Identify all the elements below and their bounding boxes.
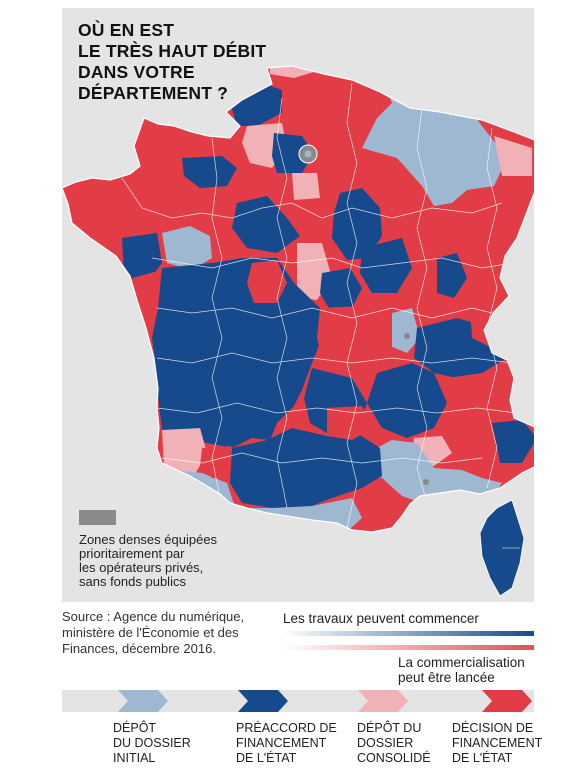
- step-1-line-1: DÉPÔT: [113, 721, 157, 735]
- step-3-line-1: DÉPÔT DU: [357, 721, 422, 735]
- title-line-2: LE TRÈS HAUT DÉBIT: [78, 41, 267, 61]
- step-4-line-1: DÉCISION DE: [452, 721, 534, 735]
- works-can-start-label: Les travaux peuvent commencer: [283, 611, 479, 626]
- sales-can-launch-label: La commercialisation peut être lancée: [398, 655, 525, 685]
- source-line-3: Finances, décembre 2016.: [62, 641, 216, 656]
- source-note: Source : Agence du numérique, ministère …: [62, 609, 262, 657]
- step-1-line-2: DU DOSSIER: [113, 736, 191, 750]
- dense-label-line-1: Zones denses équipées: [79, 532, 218, 547]
- step-1-line-3: INITIAL: [113, 751, 156, 765]
- step-3-line-2: DOSSIER: [357, 736, 414, 750]
- step-chevron-decision: [482, 690, 532, 712]
- map-panel: [62, 8, 534, 602]
- lyon-dense-zone: [404, 333, 410, 339]
- france-outline: [62, 65, 534, 533]
- sales-label-line-2: peut être lancée: [398, 670, 495, 685]
- marseille-dense-zone: [423, 479, 429, 485]
- step-3-line-3: CONSOLIDÉ: [357, 751, 431, 765]
- step-chevron-depot-consolide: [358, 690, 408, 712]
- step-2-line-1: PRÉACCORD DE: [236, 721, 337, 735]
- works-gradient-bar: [283, 631, 534, 636]
- dense-zones-label: Zones denses équipées prioritairement pa…: [79, 533, 249, 589]
- step-chevron-preaccord: [238, 690, 288, 712]
- title-line-4: DÉPARTEMENT ?: [78, 83, 229, 103]
- process-timeline: [62, 690, 534, 712]
- step-2-line-2: FINANCEMENT: [236, 736, 327, 750]
- dense-label-line-2: prioritairement par: [79, 546, 185, 561]
- dense-label-line-3: les opérateurs privés,: [79, 560, 204, 575]
- dense-label-line-4: sans fonds publics: [79, 574, 186, 589]
- departments: [62, 66, 534, 532]
- step-label-decision: DÉCISION DE FINANCEMENT DE L'ÉTAT: [452, 721, 542, 766]
- source-line-2: ministère de l'Économie et des: [62, 625, 239, 640]
- paris-dense-zone: [298, 144, 318, 164]
- step-4-line-2: FINANCEMENT: [452, 736, 543, 750]
- step-4-line-3: DE L'ÉTAT: [452, 751, 513, 765]
- step-label-depot-consolide: DÉPÔT DU DOSSIER CONSOLIDÉ: [357, 721, 431, 766]
- step-label-depot-initial: DÉPÔT DU DOSSIER INITIAL: [113, 721, 191, 766]
- title-line-1: OÙ EN EST: [78, 20, 175, 40]
- source-line-1: Source : Agence du numérique,: [62, 609, 245, 624]
- title-line-3: DANS VOTRE: [78, 62, 195, 82]
- dense-zones-swatch: [79, 510, 116, 525]
- sales-label-line-1: La commercialisation: [398, 655, 525, 670]
- department-borders: [121, 82, 518, 529]
- step-chevron-depot-initial: [118, 690, 168, 712]
- france-map: [62, 65, 534, 597]
- sales-gradient-bar: [283, 645, 534, 650]
- step-2-line-3: DE L'ÉTAT: [236, 751, 297, 765]
- step-label-preaccord: PRÉACCORD DE FINANCEMENT DE L'ÉTAT: [236, 721, 337, 766]
- map-title: OÙ EN EST LE TRÈS HAUT DÉBIT DANS VOTRE …: [78, 20, 298, 104]
